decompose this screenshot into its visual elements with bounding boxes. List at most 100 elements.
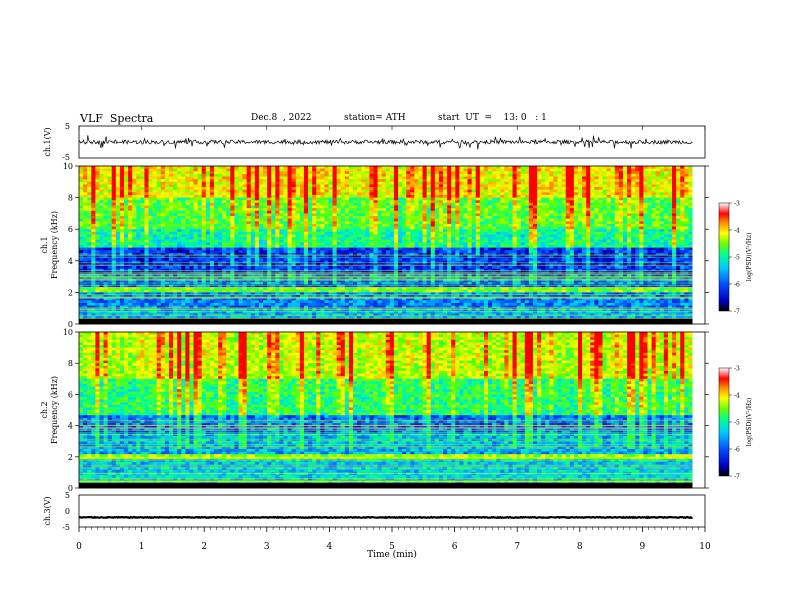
spectrogram-cell <box>528 192 534 196</box>
spectrogram-cell <box>549 187 554 191</box>
spectrogram-cell <box>353 239 358 243</box>
spectrogram-cell <box>238 242 243 246</box>
spectrogram-cell <box>459 176 464 180</box>
spectrogram-cell <box>651 194 657 198</box>
spectrogram-cell <box>569 242 575 246</box>
spectrogram-cell <box>553 194 558 198</box>
spectrogram-cell <box>152 223 158 227</box>
spectrogram-cell <box>553 216 558 220</box>
spectrogram-cell <box>328 179 333 183</box>
spectrogram-cell <box>226 200 231 204</box>
spectrogram-cell <box>524 218 530 222</box>
spectrogram-cell <box>385 221 391 225</box>
spectrogram-cell <box>140 223 145 227</box>
spectrogram-cell <box>594 226 599 230</box>
spectrogram-cell <box>369 226 374 230</box>
spectrogram-cell <box>353 181 358 185</box>
spectrogram-cell <box>279 192 284 196</box>
spectrogram-cell <box>250 229 256 233</box>
spectrogram-cell <box>467 242 473 246</box>
spectrogram-cell <box>115 231 121 235</box>
spectrogram-cell <box>565 210 571 214</box>
spectrogram-cell <box>160 166 166 170</box>
spectrogram-cell <box>614 202 620 206</box>
spectrogram-cell <box>561 231 567 235</box>
spectrogram-cell <box>111 205 117 209</box>
spectrogram-cell <box>99 237 104 241</box>
spectrogram-cell <box>91 223 96 227</box>
spectrogram-cell <box>541 192 546 196</box>
spectrogram-cell <box>267 181 272 185</box>
spectrogram-cell <box>128 168 133 172</box>
spectrogram-cell <box>434 194 440 198</box>
spectrogram-cell <box>602 187 607 191</box>
spectrogram-cell <box>590 173 595 177</box>
spectrogram-cell <box>279 239 284 243</box>
spectrogram-cell <box>426 221 432 225</box>
spectrogram-cell <box>132 234 137 238</box>
spectrogram-cell <box>107 184 113 188</box>
spectrogram-cell <box>353 176 358 180</box>
spectrogram-cell <box>418 218 423 222</box>
spectrogram-cell <box>83 237 88 241</box>
spectrogram-cell <box>410 179 415 183</box>
spectrogram-cell <box>156 221 162 225</box>
spectrogram-cell <box>451 197 456 201</box>
spectrogram-cell <box>549 200 554 204</box>
spectrogram-cell <box>492 226 497 230</box>
spectrogram-cell <box>500 197 505 201</box>
spectrogram-cell <box>492 216 497 220</box>
spectrogram-cell <box>504 202 509 206</box>
spectrogram-cell <box>418 239 423 243</box>
spectrogram-cell <box>336 213 342 217</box>
spectrogram-cell <box>647 194 652 198</box>
spectrogram-cell <box>299 181 305 185</box>
spectrogram-cell <box>504 194 509 198</box>
spectrogram-cell <box>402 245 407 249</box>
spectrogram-cell <box>177 197 182 201</box>
spectrogram-cell <box>504 192 509 196</box>
spectrogram-cell <box>87 221 92 225</box>
spectrogram-cell <box>123 205 129 209</box>
spectrogram-cell <box>516 231 522 235</box>
spectrogram-cell <box>373 237 378 241</box>
spectrogram-cell <box>434 176 440 180</box>
spectrogram-cell <box>639 234 644 238</box>
spectrogram-cell <box>332 184 338 188</box>
spectrogram-cell <box>136 205 141 209</box>
spectrogram-cell <box>500 247 505 251</box>
spectrogram-cell <box>492 208 497 212</box>
spectrogram-cell <box>209 229 215 233</box>
spectrogram-cell <box>185 242 190 246</box>
spectrogram-cell <box>483 179 489 183</box>
spectrogram-cell <box>267 202 272 206</box>
spectrogram-cell <box>520 239 526 243</box>
spectrogram-cell <box>639 205 644 209</box>
spectrogram-cell <box>451 208 456 212</box>
spectrogram-cell <box>320 187 325 191</box>
spectrogram-cell <box>381 213 387 217</box>
spectrogram-cell <box>414 192 419 196</box>
spectrogram-cell <box>357 179 362 183</box>
spectrogram-cell <box>524 187 530 191</box>
spectrogram-cell <box>312 200 317 204</box>
spectrogram-cell <box>254 187 260 191</box>
spectrogram-cell <box>475 194 481 198</box>
spectrogram-cell <box>475 202 481 206</box>
spectrogram-cell <box>398 187 403 191</box>
spectrogram-cell <box>148 208 154 212</box>
spectrogram-cell <box>582 179 587 183</box>
spectrogram-cell <box>627 173 632 177</box>
spectrogram-cell <box>79 250 84 254</box>
spectrogram-cell <box>565 239 571 243</box>
spectrogram-cell <box>144 210 149 214</box>
spectrogram-cell <box>434 210 440 214</box>
spectrogram-cell <box>197 231 203 235</box>
spectrogram-cell <box>622 202 628 206</box>
spectrogram-cell <box>430 200 436 204</box>
spectrogram-cell <box>357 247 362 251</box>
spectrogram-cell <box>87 231 92 235</box>
spectrogram-cell <box>663 216 669 220</box>
spectrogram-cell <box>209 237 215 241</box>
spectrogram-cell <box>606 245 612 249</box>
